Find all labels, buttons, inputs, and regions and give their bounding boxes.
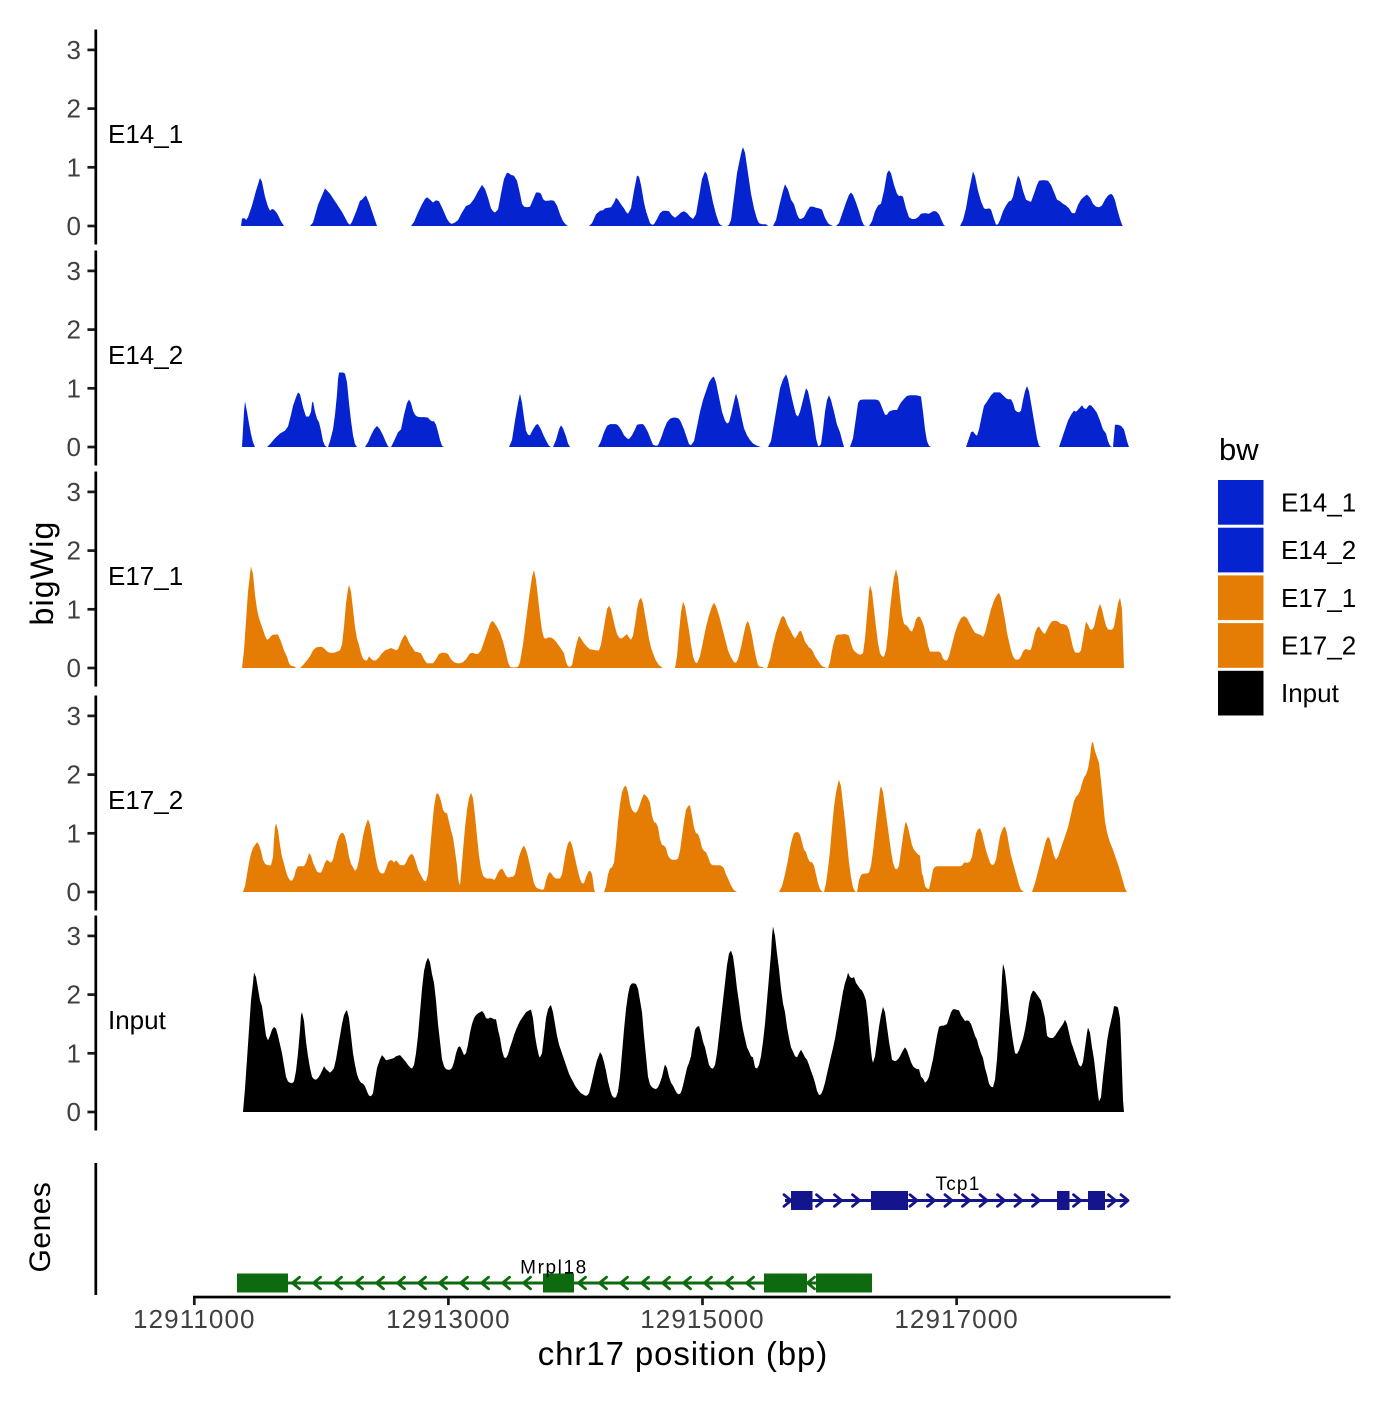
svg-text:1: 1	[67, 1038, 81, 1068]
svg-text:2: 2	[67, 315, 81, 345]
svg-text:2: 2	[67, 536, 81, 566]
svg-text:0: 0	[67, 211, 81, 241]
svg-text:E17_2: E17_2	[108, 785, 183, 815]
svg-text:3: 3	[67, 35, 81, 65]
svg-text:12917000: 12917000	[894, 1304, 1018, 1334]
svg-text:Mrpl18: Mrpl18	[520, 1258, 588, 1279]
svg-text:1: 1	[67, 373, 81, 403]
svg-text:E14_2: E14_2	[1281, 535, 1356, 565]
svg-text:chr17 position (bp): chr17 position (bp)	[538, 1335, 828, 1372]
svg-text:1: 1	[67, 818, 81, 848]
svg-text:3: 3	[67, 256, 81, 286]
svg-text:bw: bw	[1219, 432, 1259, 467]
svg-text:E17_1: E17_1	[1281, 583, 1356, 613]
svg-text:12915000: 12915000	[640, 1304, 764, 1334]
svg-text:E14_1: E14_1	[1281, 487, 1356, 517]
svg-text:3: 3	[67, 701, 81, 731]
svg-text:E14_1: E14_1	[108, 119, 183, 149]
svg-text:Tcp1: Tcp1	[936, 1174, 981, 1195]
svg-text:Input: Input	[108, 1005, 167, 1035]
svg-text:0: 0	[67, 653, 81, 683]
svg-text:Genes: Genes	[24, 1182, 57, 1273]
svg-text:Input: Input	[1281, 678, 1340, 708]
svg-text:0: 0	[67, 1097, 81, 1127]
svg-text:E17_2: E17_2	[1281, 631, 1356, 661]
svg-text:12911000: 12911000	[133, 1304, 256, 1334]
svg-text:12913000: 12913000	[386, 1304, 510, 1334]
svg-text:2: 2	[67, 94, 81, 124]
svg-text:0: 0	[67, 877, 81, 907]
svg-text:1: 1	[67, 594, 81, 624]
svg-text:3: 3	[67, 921, 81, 951]
svg-text:3: 3	[67, 477, 81, 507]
svg-text:0: 0	[67, 432, 81, 462]
svg-text:E17_1: E17_1	[108, 561, 183, 591]
svg-text:1: 1	[67, 152, 81, 182]
svg-text:2: 2	[67, 980, 81, 1010]
svg-text:bigWig: bigWig	[24, 520, 60, 625]
svg-text:2: 2	[67, 760, 81, 790]
svg-text:E14_2: E14_2	[108, 340, 183, 370]
